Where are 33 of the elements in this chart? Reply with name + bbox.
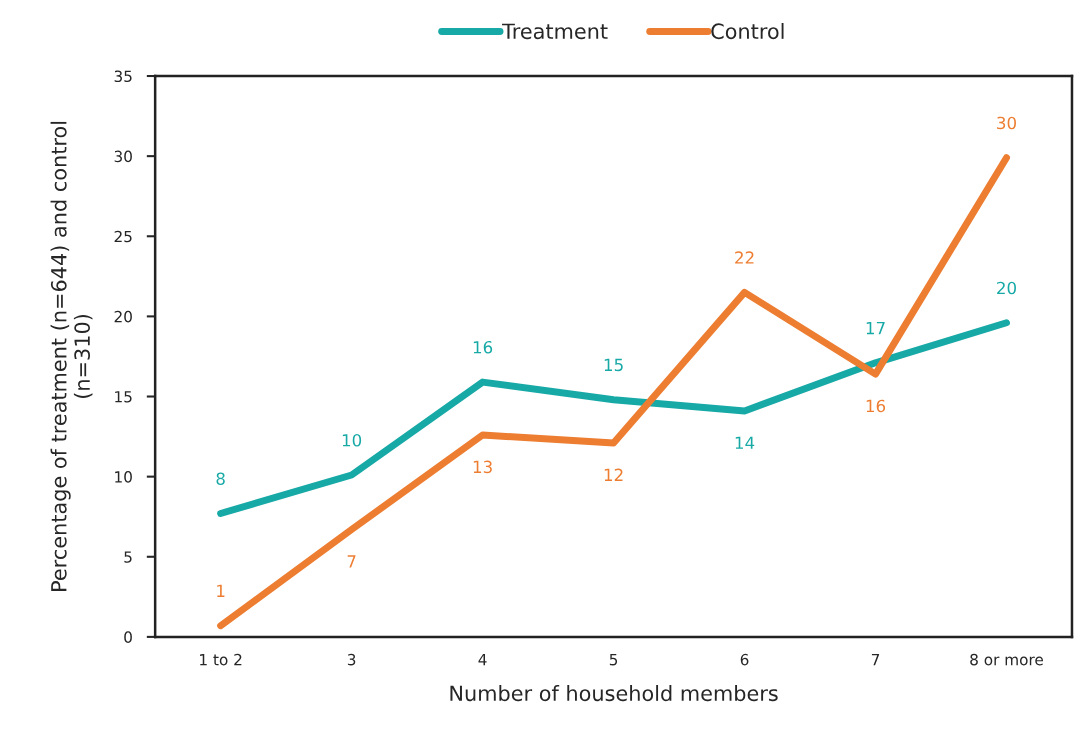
- data-label: 16: [473, 340, 493, 354]
- x-tick-label: 3: [347, 653, 356, 666]
- x-tick-label: 7: [871, 654, 880, 666]
- data-label: 16: [866, 399, 886, 413]
- legend-label: Control: [711, 23, 784, 40]
- y-tick-label: 25: [114, 230, 132, 243]
- x-tick-label: 6: [740, 653, 749, 666]
- x-tick-label: 1 to 2: [200, 653, 242, 666]
- data-label: 8: [216, 472, 225, 485]
- y-tick-label: 20: [114, 310, 132, 323]
- y-axis-title: Percentage of treatment (n=644) and control (n=310): [50, 121, 93, 591]
- y-tick-label: 0: [124, 631, 132, 643]
- x-tick-label: 4: [478, 654, 487, 666]
- data-label: 1: [217, 584, 225, 597]
- data-label: 22: [735, 251, 754, 264]
- data-label: 15: [604, 358, 623, 372]
- data-label: 17: [866, 321, 885, 335]
- data-label: 13: [473, 460, 492, 474]
- y-tick-label: 35: [114, 70, 132, 83]
- data-label: 7: [347, 555, 356, 568]
- y-tick-label: 15: [115, 391, 132, 403]
- x-tick-label: 8 or more: [970, 653, 1043, 666]
- data-label: 30: [997, 116, 1016, 130]
- legend-label: Treatment: [502, 23, 608, 40]
- y-tick-label: 10: [115, 471, 132, 483]
- data-label: 14: [735, 436, 755, 449]
- x-tick-label: 5: [609, 654, 618, 666]
- y-tick-label: 5: [124, 551, 132, 563]
- y-tick-label: 30: [114, 150, 132, 163]
- data-label: 12: [604, 468, 623, 481]
- x-axis-title: Number of household members: [450, 685, 778, 702]
- data-label: 10: [342, 433, 362, 447]
- data-label: 20: [997, 281, 1016, 295]
